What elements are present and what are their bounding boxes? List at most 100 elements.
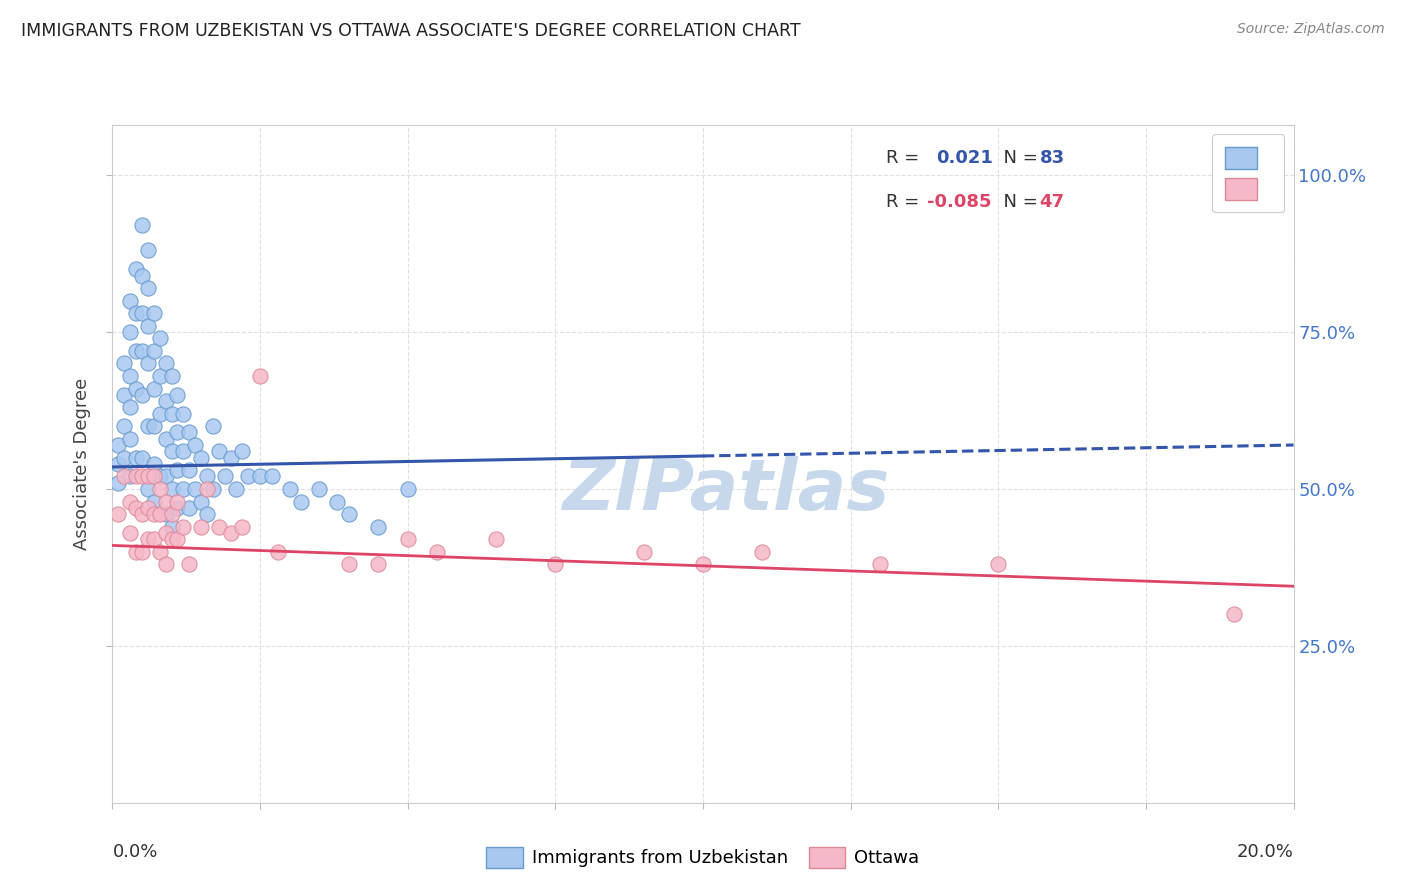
Point <box>179 558 201 572</box>
Point <box>308 482 330 496</box>
Point <box>136 419 159 434</box>
Point <box>249 368 271 383</box>
Point <box>136 244 159 258</box>
Point <box>267 545 290 559</box>
Point <box>155 469 177 483</box>
Point <box>166 494 188 508</box>
Point <box>396 532 419 546</box>
Point <box>131 469 153 483</box>
Point <box>155 394 177 409</box>
Point <box>142 306 165 320</box>
Point <box>149 407 172 421</box>
Point <box>179 463 201 477</box>
Point <box>120 469 142 483</box>
Point <box>278 482 301 496</box>
Point <box>195 469 218 483</box>
Point <box>219 525 242 540</box>
Point <box>166 532 188 546</box>
Point <box>869 558 891 572</box>
Text: N =: N = <box>993 193 1043 211</box>
Text: 0.0%: 0.0% <box>112 844 157 862</box>
Point <box>208 444 231 458</box>
Point <box>149 545 172 559</box>
Point <box>120 293 142 308</box>
Point <box>160 444 183 458</box>
Point <box>231 444 253 458</box>
Point <box>367 558 389 572</box>
Point <box>544 558 567 572</box>
Text: 0.021: 0.021 <box>935 149 993 167</box>
Point <box>1223 607 1246 622</box>
Point <box>751 545 773 559</box>
Point <box>195 482 218 496</box>
Point <box>149 368 172 383</box>
Point <box>290 494 312 508</box>
Point <box>142 507 165 521</box>
Text: 83: 83 <box>1039 149 1064 167</box>
Text: Source: ZipAtlas.com: Source: ZipAtlas.com <box>1237 22 1385 37</box>
Point <box>120 432 142 446</box>
Legend: Immigrants from Uzbekistan, Ottawa: Immigrants from Uzbekistan, Ottawa <box>475 836 931 879</box>
Point <box>160 519 183 533</box>
Point <box>195 507 218 521</box>
Point <box>120 325 142 339</box>
Point <box>633 545 655 559</box>
Point <box>142 532 165 546</box>
Point <box>155 494 177 508</box>
Point <box>160 507 183 521</box>
Point <box>125 306 148 320</box>
Point <box>214 469 236 483</box>
Point <box>219 450 242 465</box>
Text: ZIPatlas: ZIPatlas <box>562 457 890 525</box>
Point <box>136 356 159 370</box>
Point <box>396 482 419 496</box>
Point <box>136 482 159 496</box>
Point <box>131 219 153 233</box>
Text: -0.085: -0.085 <box>928 193 991 211</box>
Point <box>125 382 148 396</box>
Point <box>190 519 212 533</box>
Point <box>337 507 360 521</box>
Point <box>201 482 224 496</box>
Point <box>326 494 349 508</box>
Point <box>142 494 165 508</box>
Point <box>149 482 172 496</box>
Point <box>136 500 159 515</box>
Point <box>184 438 207 452</box>
Point <box>136 469 159 483</box>
Point <box>125 500 148 515</box>
Point <box>149 469 172 483</box>
Point <box>179 425 201 440</box>
Point <box>184 482 207 496</box>
Point <box>136 532 159 546</box>
Point <box>131 545 153 559</box>
Point <box>125 469 148 483</box>
Point <box>208 519 231 533</box>
Point <box>131 268 153 283</box>
Text: 47: 47 <box>1039 193 1064 211</box>
Point <box>125 343 148 358</box>
Point <box>120 368 142 383</box>
Point <box>149 507 172 521</box>
Point <box>155 507 177 521</box>
Point <box>131 343 153 358</box>
Point <box>485 532 508 546</box>
Point <box>131 388 153 402</box>
Point <box>160 532 183 546</box>
Point <box>190 450 212 465</box>
Point <box>112 356 135 370</box>
Point <box>692 558 714 572</box>
Point <box>142 469 165 483</box>
Point <box>107 475 129 490</box>
Point <box>367 519 389 533</box>
Point <box>166 463 188 477</box>
Point <box>107 457 129 471</box>
Point <box>260 469 283 483</box>
Text: IMMIGRANTS FROM UZBEKISTAN VS OTTAWA ASSOCIATE'S DEGREE CORRELATION CHART: IMMIGRANTS FROM UZBEKISTAN VS OTTAWA ASS… <box>21 22 800 40</box>
Point <box>172 444 194 458</box>
Point <box>149 331 172 345</box>
Point <box>112 469 135 483</box>
Point <box>142 419 165 434</box>
Point <box>125 450 148 465</box>
Point <box>131 507 153 521</box>
